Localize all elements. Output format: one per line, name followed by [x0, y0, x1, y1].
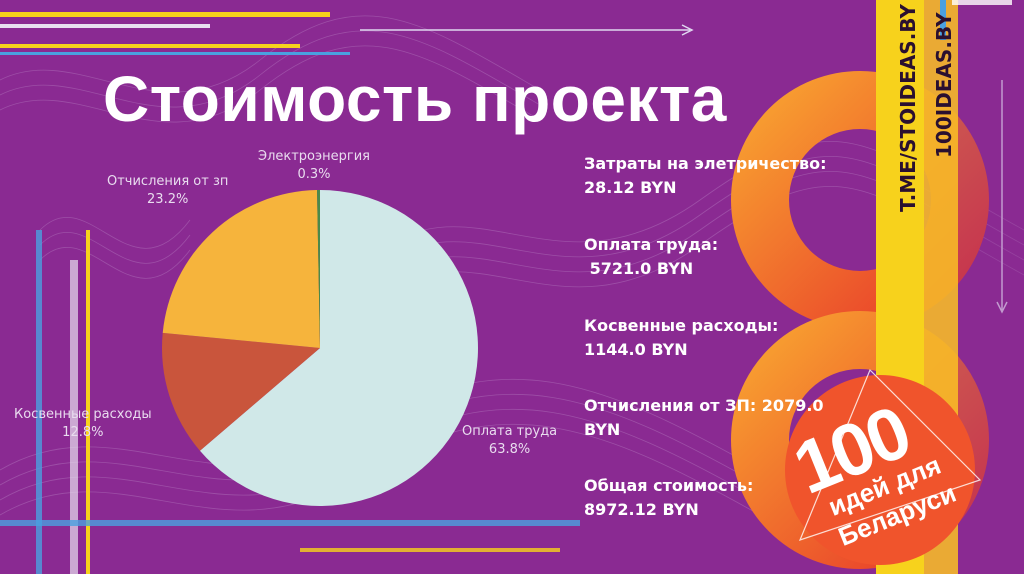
info-electricity-value: 28.12 BYN [584, 178, 677, 197]
info-electricity-label: Затраты на элетричество: [584, 154, 827, 173]
info-indirect-label: Косвенные расходы: [584, 316, 779, 335]
page-title: Стоимость проекта [103, 63, 727, 135]
pie-slice-otchisleniya [162, 190, 320, 348]
info-salary-value: 5721.0 BYN [584, 259, 694, 278]
info-electricity: Затраты на элетричество: 28.12 BYN [584, 152, 827, 200]
info-indirect-value: 1144.0 BYN [584, 340, 688, 359]
pie-label-oplata: Оплата труда 63.8% [462, 424, 558, 457]
pie-label-kosvennye: Косвенные расходы 12.8% [14, 407, 152, 440]
info-total-label: Общая стоимость: [584, 476, 754, 495]
pie-slice-kosvennye [161, 332, 320, 451]
pie-slice-elektro [317, 190, 320, 348]
info-total: Общая стоимость: 8972.12 BYN [584, 474, 753, 522]
info-salary-label: Оплата труда: [584, 235, 719, 254]
pie-label-elektro: Электроэнергия 0.3% [258, 149, 370, 182]
info-salary: Оплата труда: 5721.0 BYN [584, 233, 718, 281]
side-link-telegram: T.ME/STOIDEAS.BY [896, 4, 920, 212]
pie-label-otchisleniya: Отчисления от зп 23.2% [107, 174, 229, 207]
pie-slice-oplata [199, 190, 478, 507]
side-link-site: 100IDEAS.BY [932, 12, 956, 158]
info-deductions-value: BYN [584, 420, 621, 439]
info-deductions: Отчисления от ЗП: 2079.0 BYN [584, 394, 832, 442]
info-total-value: 8972.12 BYN [584, 500, 699, 519]
info-indirect: Косвенные расходы: 1144.0 BYN [584, 314, 778, 362]
info-deductions-label: Отчисления от ЗП: 2079.0 [584, 396, 824, 415]
